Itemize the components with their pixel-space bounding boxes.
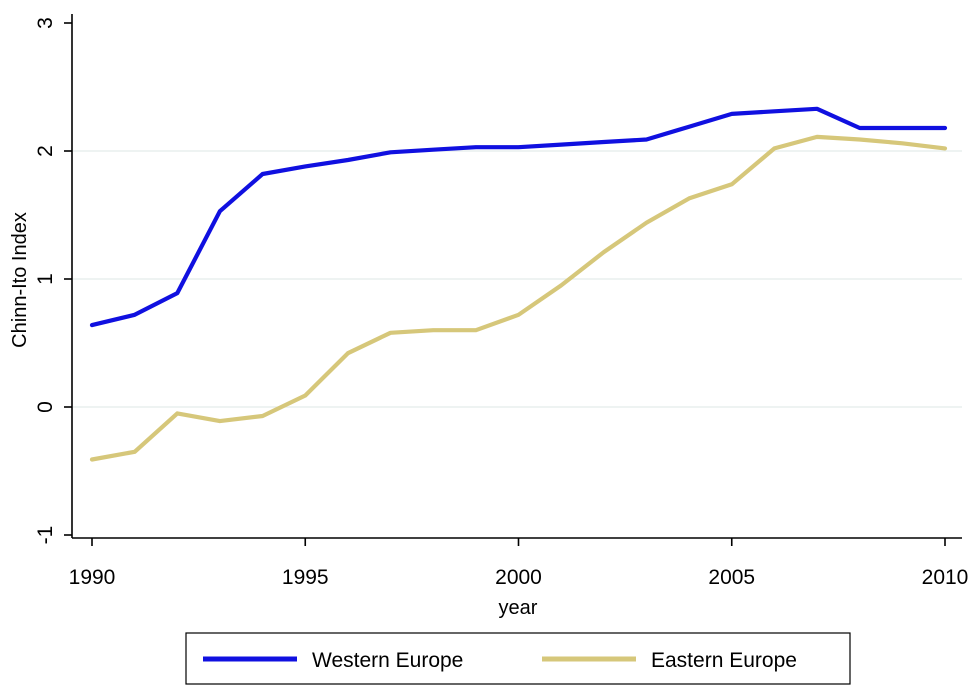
y-axis-ticks: -1 0 1 2 3 bbox=[34, 17, 72, 544]
y-tick-label: 0 bbox=[34, 401, 57, 413]
x-tick-label: 2010 bbox=[922, 566, 969, 589]
series-line-western-europe bbox=[89, 106, 948, 328]
series-line-eastern-europe bbox=[89, 134, 948, 462]
x-tick-label: 2000 bbox=[495, 566, 542, 589]
y-tick-label: 3 bbox=[34, 17, 57, 29]
legend-label-western-europe: Western Europe bbox=[312, 649, 463, 672]
legend: Western Europe Eastern Europe bbox=[185, 632, 851, 685]
series-lines bbox=[89, 106, 948, 462]
x-axis-title: year bbox=[499, 597, 538, 619]
gridlines bbox=[73, 150, 962, 408]
x-axis-ticks: 1990 1995 2000 2005 2010 bbox=[69, 538, 969, 589]
x-tick-label: 2005 bbox=[708, 566, 755, 589]
x-tick-label: 1990 bbox=[69, 566, 116, 589]
y-tick-label: -1 bbox=[34, 526, 57, 545]
y-tick-label: 1 bbox=[34, 273, 57, 285]
legend-label-eastern-europe: Eastern Europe bbox=[651, 649, 797, 672]
x-tick-label: 1995 bbox=[282, 566, 329, 589]
axes bbox=[71, 14, 962, 539]
y-tick-label: 2 bbox=[34, 145, 57, 157]
y-axis-title: Chinn-Ito Index bbox=[9, 212, 31, 348]
